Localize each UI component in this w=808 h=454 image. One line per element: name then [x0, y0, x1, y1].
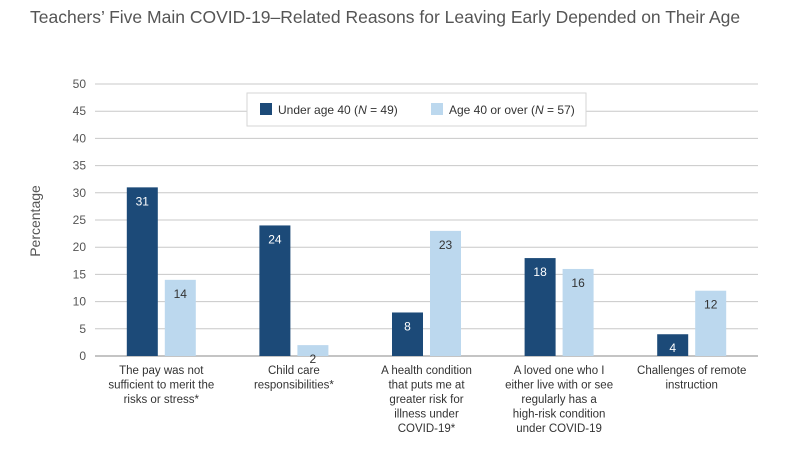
data-label: 31 [136, 194, 150, 208]
data-label: 24 [268, 232, 282, 246]
legend: Under age 40 (N = 49) Age 40 or over (N =… [246, 92, 587, 127]
y-tick-label: 0 [79, 349, 86, 363]
data-label: 2 [310, 352, 317, 366]
y-tick-label: 40 [73, 131, 87, 145]
y-tick-label: 5 [79, 322, 86, 336]
data-label: 16 [571, 276, 585, 290]
data-label: 4 [669, 341, 676, 355]
bar [392, 312, 423, 356]
data-label: 14 [174, 287, 188, 301]
y-tick-label: 10 [73, 295, 87, 309]
x-axis-categories: The pay was not sufficient to merit the ri… [108, 365, 746, 435]
y-tick-label: 25 [73, 213, 87, 227]
y-tick-label: 20 [73, 240, 87, 254]
y-axis-label: Percentage [27, 185, 43, 257]
bar [164, 279, 196, 356]
bar [695, 290, 727, 356]
y-tick-label: 50 [73, 77, 87, 91]
legend-swatch [431, 103, 443, 115]
y-tick-label: 15 [73, 267, 87, 281]
y-axis-ticks: 0 5 10 15 20 25 30 35 40 45 50 [73, 77, 87, 363]
bar [259, 225, 291, 356]
bar [126, 187, 158, 356]
chart-title: Teachers’ Five Main COVID-19–Related Rea… [30, 7, 741, 27]
bar [297, 345, 329, 356]
data-label: 8 [404, 319, 411, 333]
legend-label: Age 40 or over (N = 57) [449, 103, 575, 117]
y-tick-label: 35 [73, 159, 87, 173]
y-tick-label: 30 [73, 186, 87, 200]
bar [562, 268, 594, 356]
legend-swatch [260, 103, 272, 115]
legend-box [246, 92, 587, 127]
x-category-label: The pay was not sufficient to merit the ri… [108, 365, 214, 406]
y-tick-label: 45 [73, 104, 87, 118]
data-label: 18 [533, 265, 547, 279]
bar [524, 258, 556, 356]
x-category-label: A health condition that puts me at greater… [381, 365, 472, 435]
data-label: 12 [704, 298, 718, 312]
bar [657, 334, 689, 356]
data-label: 23 [439, 238, 453, 252]
x-category-label: Child care responsibilities* [254, 365, 334, 392]
bar [430, 230, 461, 356]
legend-label: Under age 40 (N = 49) [278, 103, 398, 117]
x-category-label: Challenges of remote instruction [637, 365, 746, 392]
